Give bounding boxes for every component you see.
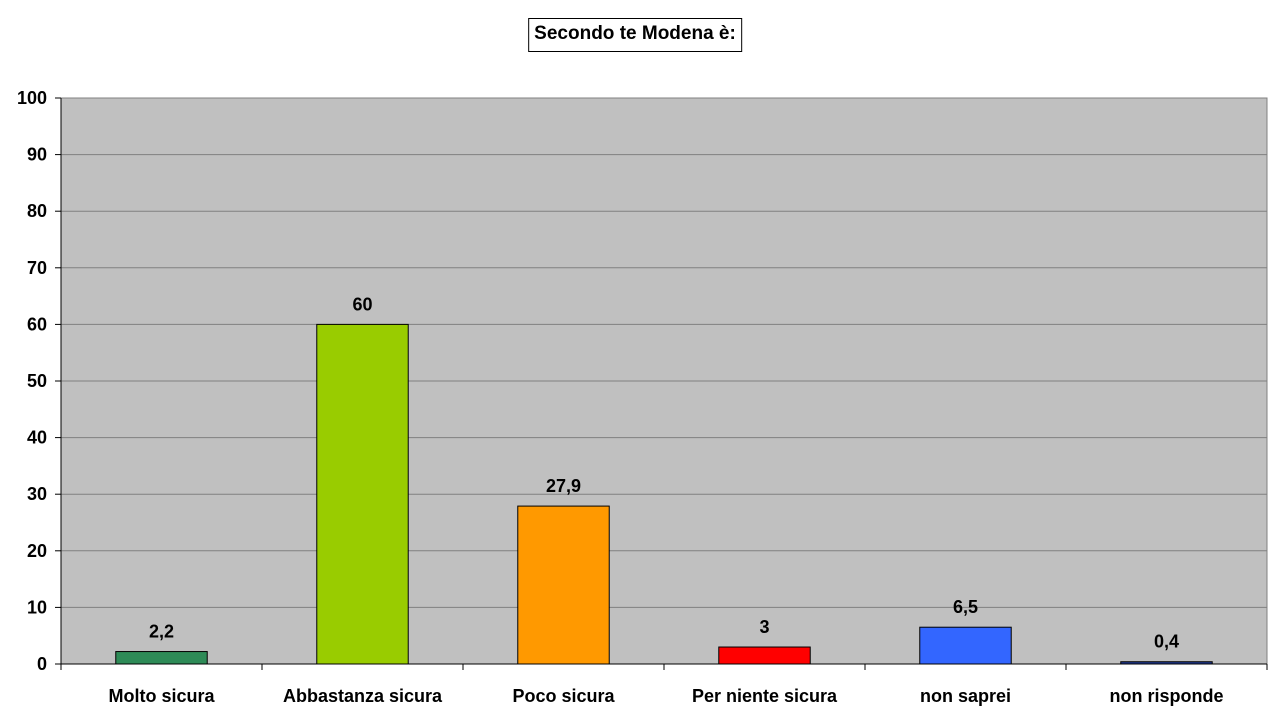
x-tick-label: Poco sicura [512, 686, 615, 706]
x-tick-label: Abbastanza sicura [283, 686, 443, 706]
x-tick-label: non saprei [920, 686, 1011, 706]
data-label: 27,9 [546, 476, 581, 496]
data-label: 0,4 [1154, 632, 1179, 652]
bar [718, 646, 811, 665]
data-label: 2,2 [149, 622, 174, 642]
data-label: 3 [759, 617, 769, 637]
y-tick-label: 10 [27, 597, 47, 617]
x-tick-label: Molto sicura [108, 686, 215, 706]
data-label: 60 [352, 294, 372, 314]
y-tick-label: 90 [27, 145, 47, 165]
bar [517, 505, 610, 665]
y-tick-label: 30 [27, 484, 47, 504]
y-tick-label: 50 [27, 371, 47, 391]
y-tick-label: 0 [37, 654, 47, 674]
bar [919, 626, 1012, 665]
y-tick-label: 100 [17, 88, 47, 108]
data-label: 6,5 [953, 597, 978, 617]
x-tick-label: Per niente sicura [692, 686, 838, 706]
bar [1120, 661, 1213, 665]
y-tick-label: 20 [27, 541, 47, 561]
y-tick-label: 40 [27, 428, 47, 448]
x-tick-label: non risponde [1110, 686, 1224, 706]
y-tick-label: 60 [27, 314, 47, 334]
chart-title: Secondo te Modena è: [528, 18, 742, 52]
y-tick-label: 70 [27, 258, 47, 278]
bar [316, 323, 409, 665]
y-tick-label: 80 [27, 201, 47, 221]
bar [115, 651, 208, 665]
